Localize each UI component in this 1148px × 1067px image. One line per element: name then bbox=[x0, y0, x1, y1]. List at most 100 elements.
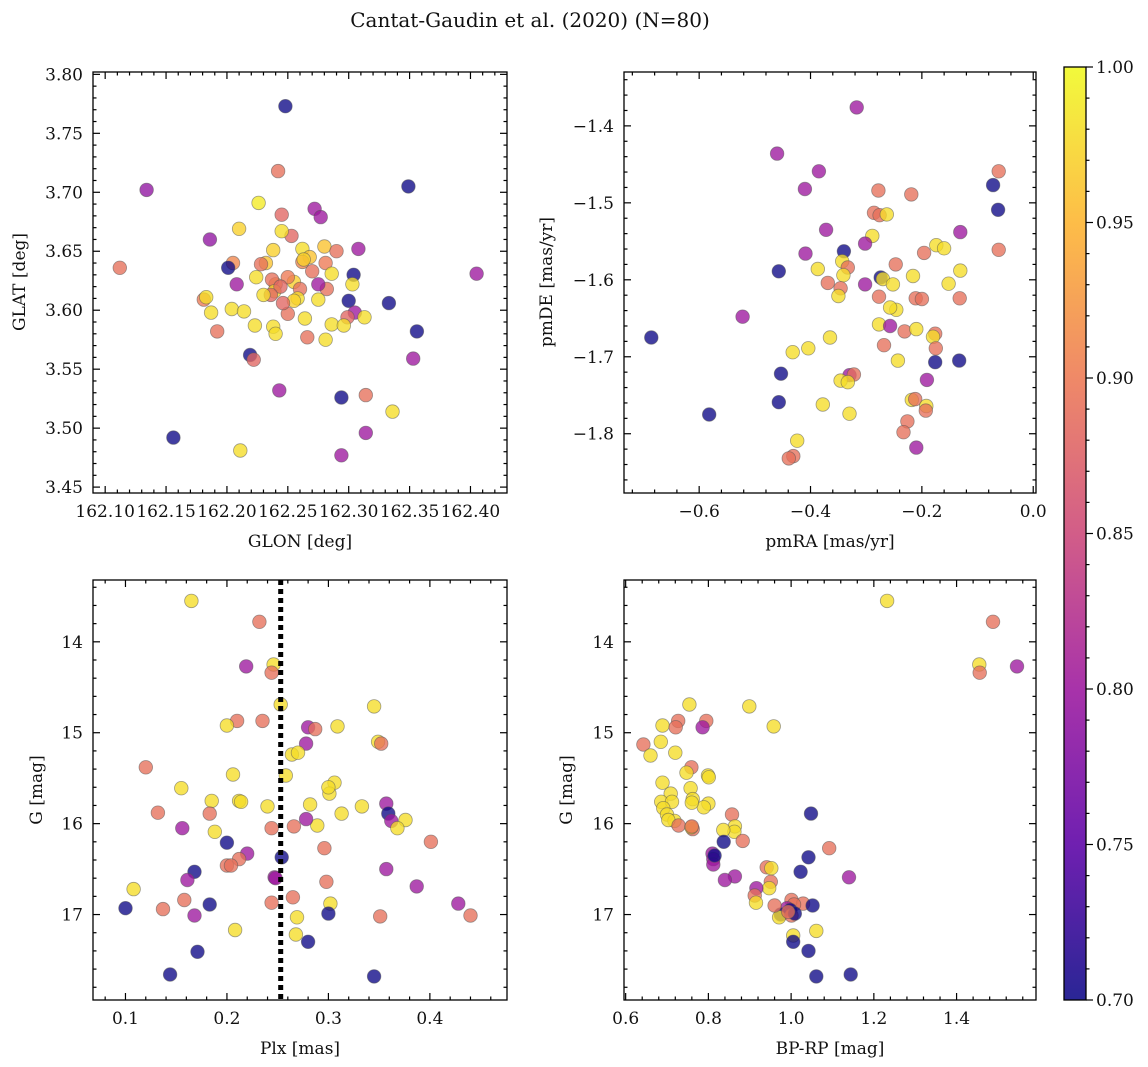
pmra-pmde-point-42 bbox=[882, 300, 898, 315]
pmra-pmde-point-18 bbox=[916, 245, 932, 261]
bprp-g-point-71 bbox=[801, 943, 816, 959]
glon-glat-point-23 bbox=[112, 260, 128, 276]
plx-g-point-73 bbox=[288, 927, 304, 942]
pmra-pmde-point-3 bbox=[797, 181, 813, 197]
pmra-pmde-xtick-label: −0.4 bbox=[790, 502, 831, 522]
plx-g-point-67 bbox=[187, 908, 202, 923]
bprp-g-point-72 bbox=[809, 969, 824, 984]
plx-g-point-69 bbox=[463, 908, 478, 923]
pmra-pmde-point-51 bbox=[822, 330, 838, 345]
glon-glat-point-34 bbox=[273, 279, 288, 294]
bprp-g-point-12 bbox=[668, 720, 683, 735]
plx-g-point-54 bbox=[319, 874, 334, 890]
plx-g-point-77 bbox=[366, 969, 382, 984]
bprp-g-point-53 bbox=[841, 870, 857, 885]
glon-glat-point-67 bbox=[334, 390, 349, 405]
pmra-pmde-point-0 bbox=[849, 100, 864, 115]
glon-glat-point-66 bbox=[358, 387, 374, 403]
pmra-pmde-point-74 bbox=[896, 425, 911, 440]
pmra-pmde-point-20 bbox=[798, 246, 813, 261]
pmra-pmde-point-24 bbox=[810, 261, 826, 277]
bprp-g-point-70 bbox=[786, 934, 801, 950]
pmra-pmde-point-70 bbox=[918, 403, 934, 418]
glon-glat-point-63 bbox=[246, 352, 261, 367]
glon-glat-point-40 bbox=[311, 292, 326, 307]
plx-g-ytick-label: 17 bbox=[61, 906, 83, 926]
plx-g-point-32 bbox=[202, 806, 217, 821]
glon-glat-point-52 bbox=[297, 311, 313, 326]
bprp-g-point-41 bbox=[735, 833, 750, 849]
glon-glat-ytick-label: 3.60 bbox=[45, 301, 83, 321]
pmra-pmde-point-5 bbox=[904, 187, 919, 202]
pmra-pmde-point-71 bbox=[702, 407, 717, 422]
plx-g-point-60 bbox=[285, 890, 301, 905]
glon-glat-point-26 bbox=[324, 266, 339, 281]
plx-g-point-72 bbox=[227, 922, 243, 938]
plx-g-point-71 bbox=[321, 906, 336, 921]
plx-g-point-52 bbox=[379, 861, 394, 877]
glon-glat-point-72 bbox=[334, 448, 349, 463]
colorbar-tick-label: 0.75 bbox=[1096, 836, 1134, 856]
pmra-pmde-point-79 bbox=[914, 291, 930, 307]
plx-g-point-79 bbox=[321, 780, 336, 795]
plx-g-point-33 bbox=[150, 805, 166, 820]
glon-glat-point-22 bbox=[220, 260, 236, 276]
glon-glat-xlabel: GLON [deg] bbox=[248, 532, 352, 552]
glon-glat-point-1 bbox=[401, 179, 416, 194]
glon-glat-point-51 bbox=[357, 310, 372, 325]
pmra-pmde-point-4 bbox=[871, 183, 886, 198]
pmra-pmde-point-67 bbox=[771, 395, 787, 410]
glon-glat-point-71 bbox=[233, 443, 248, 458]
bprp-g-point-54 bbox=[762, 881, 777, 896]
figure-title: Cantat-Gaudin et al. (2020) (N=80) bbox=[350, 8, 710, 32]
colorbar-tick-label: 1.00 bbox=[1096, 58, 1134, 78]
bprp-g-point-77 bbox=[781, 904, 796, 920]
pmra-pmde-point-56 bbox=[890, 353, 906, 368]
glon-glat-xtick-label: 162.15 bbox=[136, 502, 195, 522]
plx-g-point-66 bbox=[451, 896, 466, 911]
bprp-g-point-68 bbox=[809, 923, 824, 939]
glon-glat-point-15 bbox=[329, 243, 344, 259]
pmra-pmde-xtick-label: −0.6 bbox=[679, 502, 720, 522]
glon-glat-point-32 bbox=[229, 277, 244, 292]
plx-g-points bbox=[118, 593, 478, 984]
pmra-pmde-ytick-label: −1.4 bbox=[573, 117, 614, 137]
pmra-pmde-point-26 bbox=[771, 264, 787, 279]
plx-g-ylabel: G [mag] bbox=[27, 755, 47, 824]
panel-bprp-g: 0.6 0.8 1.0 1.2 1.4 14 15 16 17 BP-RP [mag] G [m… bbox=[557, 579, 1037, 1059]
pmra-pmde-point-2 bbox=[811, 164, 827, 179]
glon-glat-ytick-label: 3.45 bbox=[45, 478, 83, 498]
pmra-pmde-point-54 bbox=[801, 341, 816, 356]
panel-glon-glat: 162.10 162.15 162.20 162.25 162.30 162.35 162.… bbox=[10, 65, 508, 552]
pmra-pmde-point-58 bbox=[952, 353, 967, 368]
plx-g-ytick-label: 16 bbox=[61, 815, 83, 835]
pmra-pmde-point-37 bbox=[871, 289, 887, 304]
pmra-pmde-point-33 bbox=[857, 277, 873, 292]
plx-g-point-50 bbox=[223, 858, 239, 873]
bprp-g-ytick-label: 17 bbox=[592, 906, 614, 926]
plx-g-point-3 bbox=[238, 659, 254, 674]
pmra-pmde-point-59 bbox=[773, 366, 789, 381]
colorbar-ticks: 0.70 0.75 0.80 0.85 0.90 0.95 1.00 bbox=[1086, 58, 1134, 1011]
plx-g-point-57 bbox=[409, 879, 424, 894]
bprp-g-point-49 bbox=[793, 864, 808, 880]
panel-plx-g: 0.1 0.2 0.3 0.4 14 15 16 17 Plx [mas] G [mag] bbox=[27, 579, 508, 1059]
plx-g-point-18 bbox=[138, 760, 154, 775]
plx-g-ytick-label: 15 bbox=[61, 724, 83, 744]
plx-g-point-75 bbox=[190, 944, 205, 960]
pmra-pmde-point-76 bbox=[790, 433, 805, 448]
glon-glat-point-77 bbox=[311, 277, 326, 292]
pmra-pmde-point-7 bbox=[991, 164, 1006, 179]
glon-glat-point-24 bbox=[318, 255, 333, 271]
bprp-g-point-3 bbox=[1009, 659, 1025, 674]
plx-g-point-30 bbox=[354, 799, 370, 814]
glon-glat-ytick-label: 3.55 bbox=[45, 360, 83, 380]
bprp-g-point-52 bbox=[717, 872, 733, 888]
pmra-pmde-point-40 bbox=[941, 276, 956, 291]
bprp-g-point-32 bbox=[803, 806, 819, 821]
glon-glat-point-79 bbox=[275, 295, 291, 311]
pmra-pmde-point-66 bbox=[919, 372, 935, 388]
plx-g-point-40 bbox=[264, 821, 279, 836]
bprp-g-xtick-label: 0.8 bbox=[695, 1009, 722, 1029]
bprp-g-point-42 bbox=[716, 834, 731, 850]
